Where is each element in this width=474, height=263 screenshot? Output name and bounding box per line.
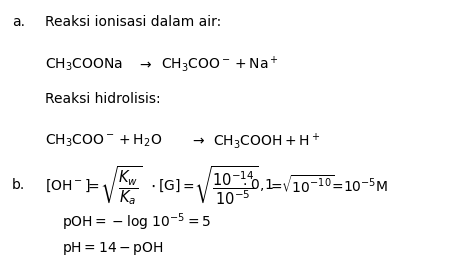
- Text: $\cdot$: $\cdot$: [150, 176, 156, 194]
- Text: $\cdot\ \mathsf{0{,}1}$: $\cdot\ \mathsf{0{,}1}$: [242, 178, 273, 193]
- Text: $=$: $=$: [180, 178, 195, 193]
- Text: $=$: $=$: [85, 178, 100, 193]
- Text: Reaksi hidrolisis:: Reaksi hidrolisis:: [45, 92, 161, 106]
- Text: $\mathsf{CH_3COO^- + Na^+}$: $\mathsf{CH_3COO^- + Na^+}$: [161, 55, 279, 74]
- Text: $\sqrt{\dfrac{K_w}{K_a}}$: $\sqrt{\dfrac{K_w}{K_a}}$: [100, 164, 142, 207]
- Text: $=$: $=$: [329, 178, 344, 193]
- Text: $\rightarrow$: $\rightarrow$: [137, 57, 153, 72]
- Text: $\mathsf{CH_3COONa}$: $\mathsf{CH_3COONa}$: [45, 56, 123, 73]
- Text: $\mathsf{CH_3COOH + H^+}$: $\mathsf{CH_3COOH + H^+}$: [213, 131, 320, 150]
- Text: $\mathsf{pOH = -log\ 10^{-5} = 5}$: $\mathsf{pOH = -log\ 10^{-5} = 5}$: [62, 211, 210, 233]
- Text: $\sqrt{10^{-10}}$: $\sqrt{10^{-10}}$: [281, 175, 335, 196]
- Text: b.: b.: [12, 178, 25, 193]
- Text: $\mathsf{pH = 14 - pOH}$: $\mathsf{pH = 14 - pOH}$: [62, 240, 164, 257]
- Text: a.: a.: [12, 15, 25, 29]
- Text: Reaksi ionisasi dalam air:: Reaksi ionisasi dalam air:: [45, 15, 221, 29]
- Text: $=$: $=$: [268, 178, 283, 193]
- Text: $\mathsf{[G]}$: $\mathsf{[G]}$: [158, 177, 180, 194]
- Text: $\mathsf{[OH^-]}$: $\mathsf{[OH^-]}$: [45, 177, 91, 194]
- Text: $\mathsf{CH_3COO^- + H_2O}$: $\mathsf{CH_3COO^- + H_2O}$: [45, 133, 162, 149]
- Text: $\sqrt{\dfrac{10^{-14}}{10^{-5}}}$: $\sqrt{\dfrac{10^{-14}}{10^{-5}}}$: [194, 164, 259, 207]
- Text: $\mathsf{10^{-5}M}$: $\mathsf{10^{-5}M}$: [343, 176, 388, 195]
- Text: $\rightarrow$: $\rightarrow$: [190, 134, 205, 148]
